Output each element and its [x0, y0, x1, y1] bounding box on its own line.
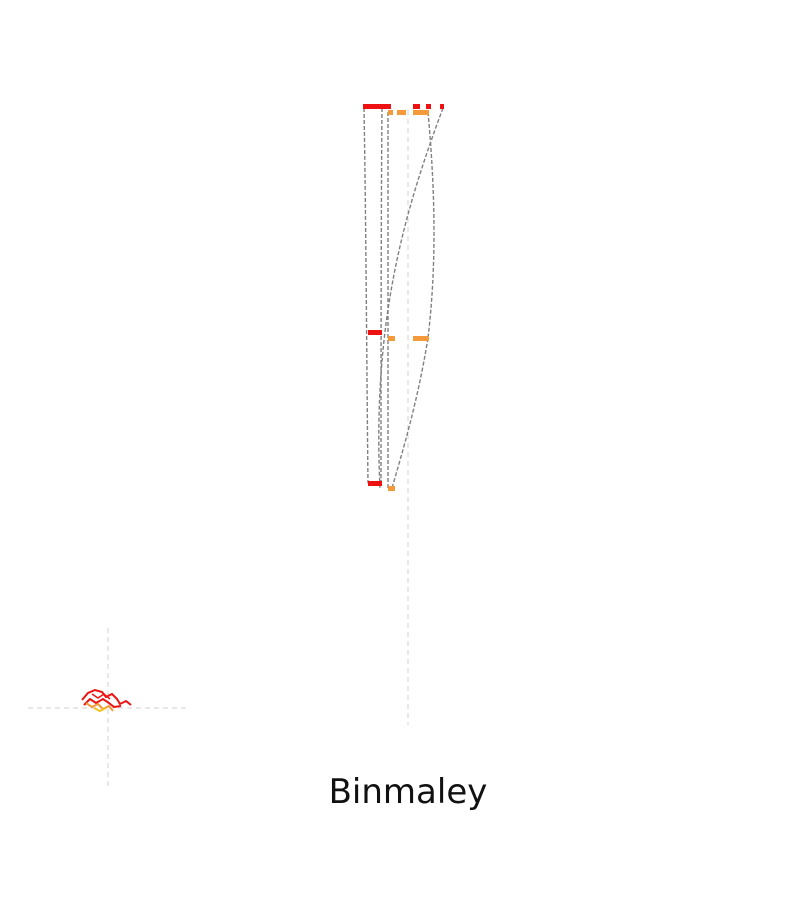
link-2: [380, 107, 383, 484]
overview-red-scribble: [81, 688, 132, 706]
place-name-label: Binmaley: [328, 772, 488, 812]
top-red-mark-1: [363, 104, 391, 109]
link-4: [427, 111, 435, 339]
top-orange-mark-1: [388, 110, 393, 115]
top-orange-mark-3: [413, 110, 429, 115]
overview-red-scribble-2: [83, 697, 122, 709]
top-row: [363, 104, 444, 115]
bottom-orange-mark: [388, 486, 395, 491]
link-6: [391, 337, 429, 489]
top-red-mark-2: [413, 104, 420, 109]
link-5: [378, 107, 444, 489]
middle-red-mark: [368, 330, 382, 335]
connector-links: [363, 107, 444, 489]
top-red-mark-3: [426, 104, 431, 109]
top-orange-mark-2: [397, 110, 406, 115]
overview-red-scribble-3: [91, 693, 111, 700]
bottom-red-mark: [368, 481, 382, 486]
top-red-mark-4: [440, 104, 444, 109]
overview-orange-scribble: [85, 702, 114, 712]
middle-orange-mark-2: [413, 336, 429, 341]
overview-cluster: [81, 688, 132, 713]
bottom-row: [368, 481, 395, 491]
link-1: [363, 107, 369, 484]
middle-row: [368, 330, 429, 341]
middle-orange-mark-1: [388, 336, 395, 341]
overview-guides: [28, 628, 190, 790]
overview-orange-scribble-2: [93, 707, 107, 713]
